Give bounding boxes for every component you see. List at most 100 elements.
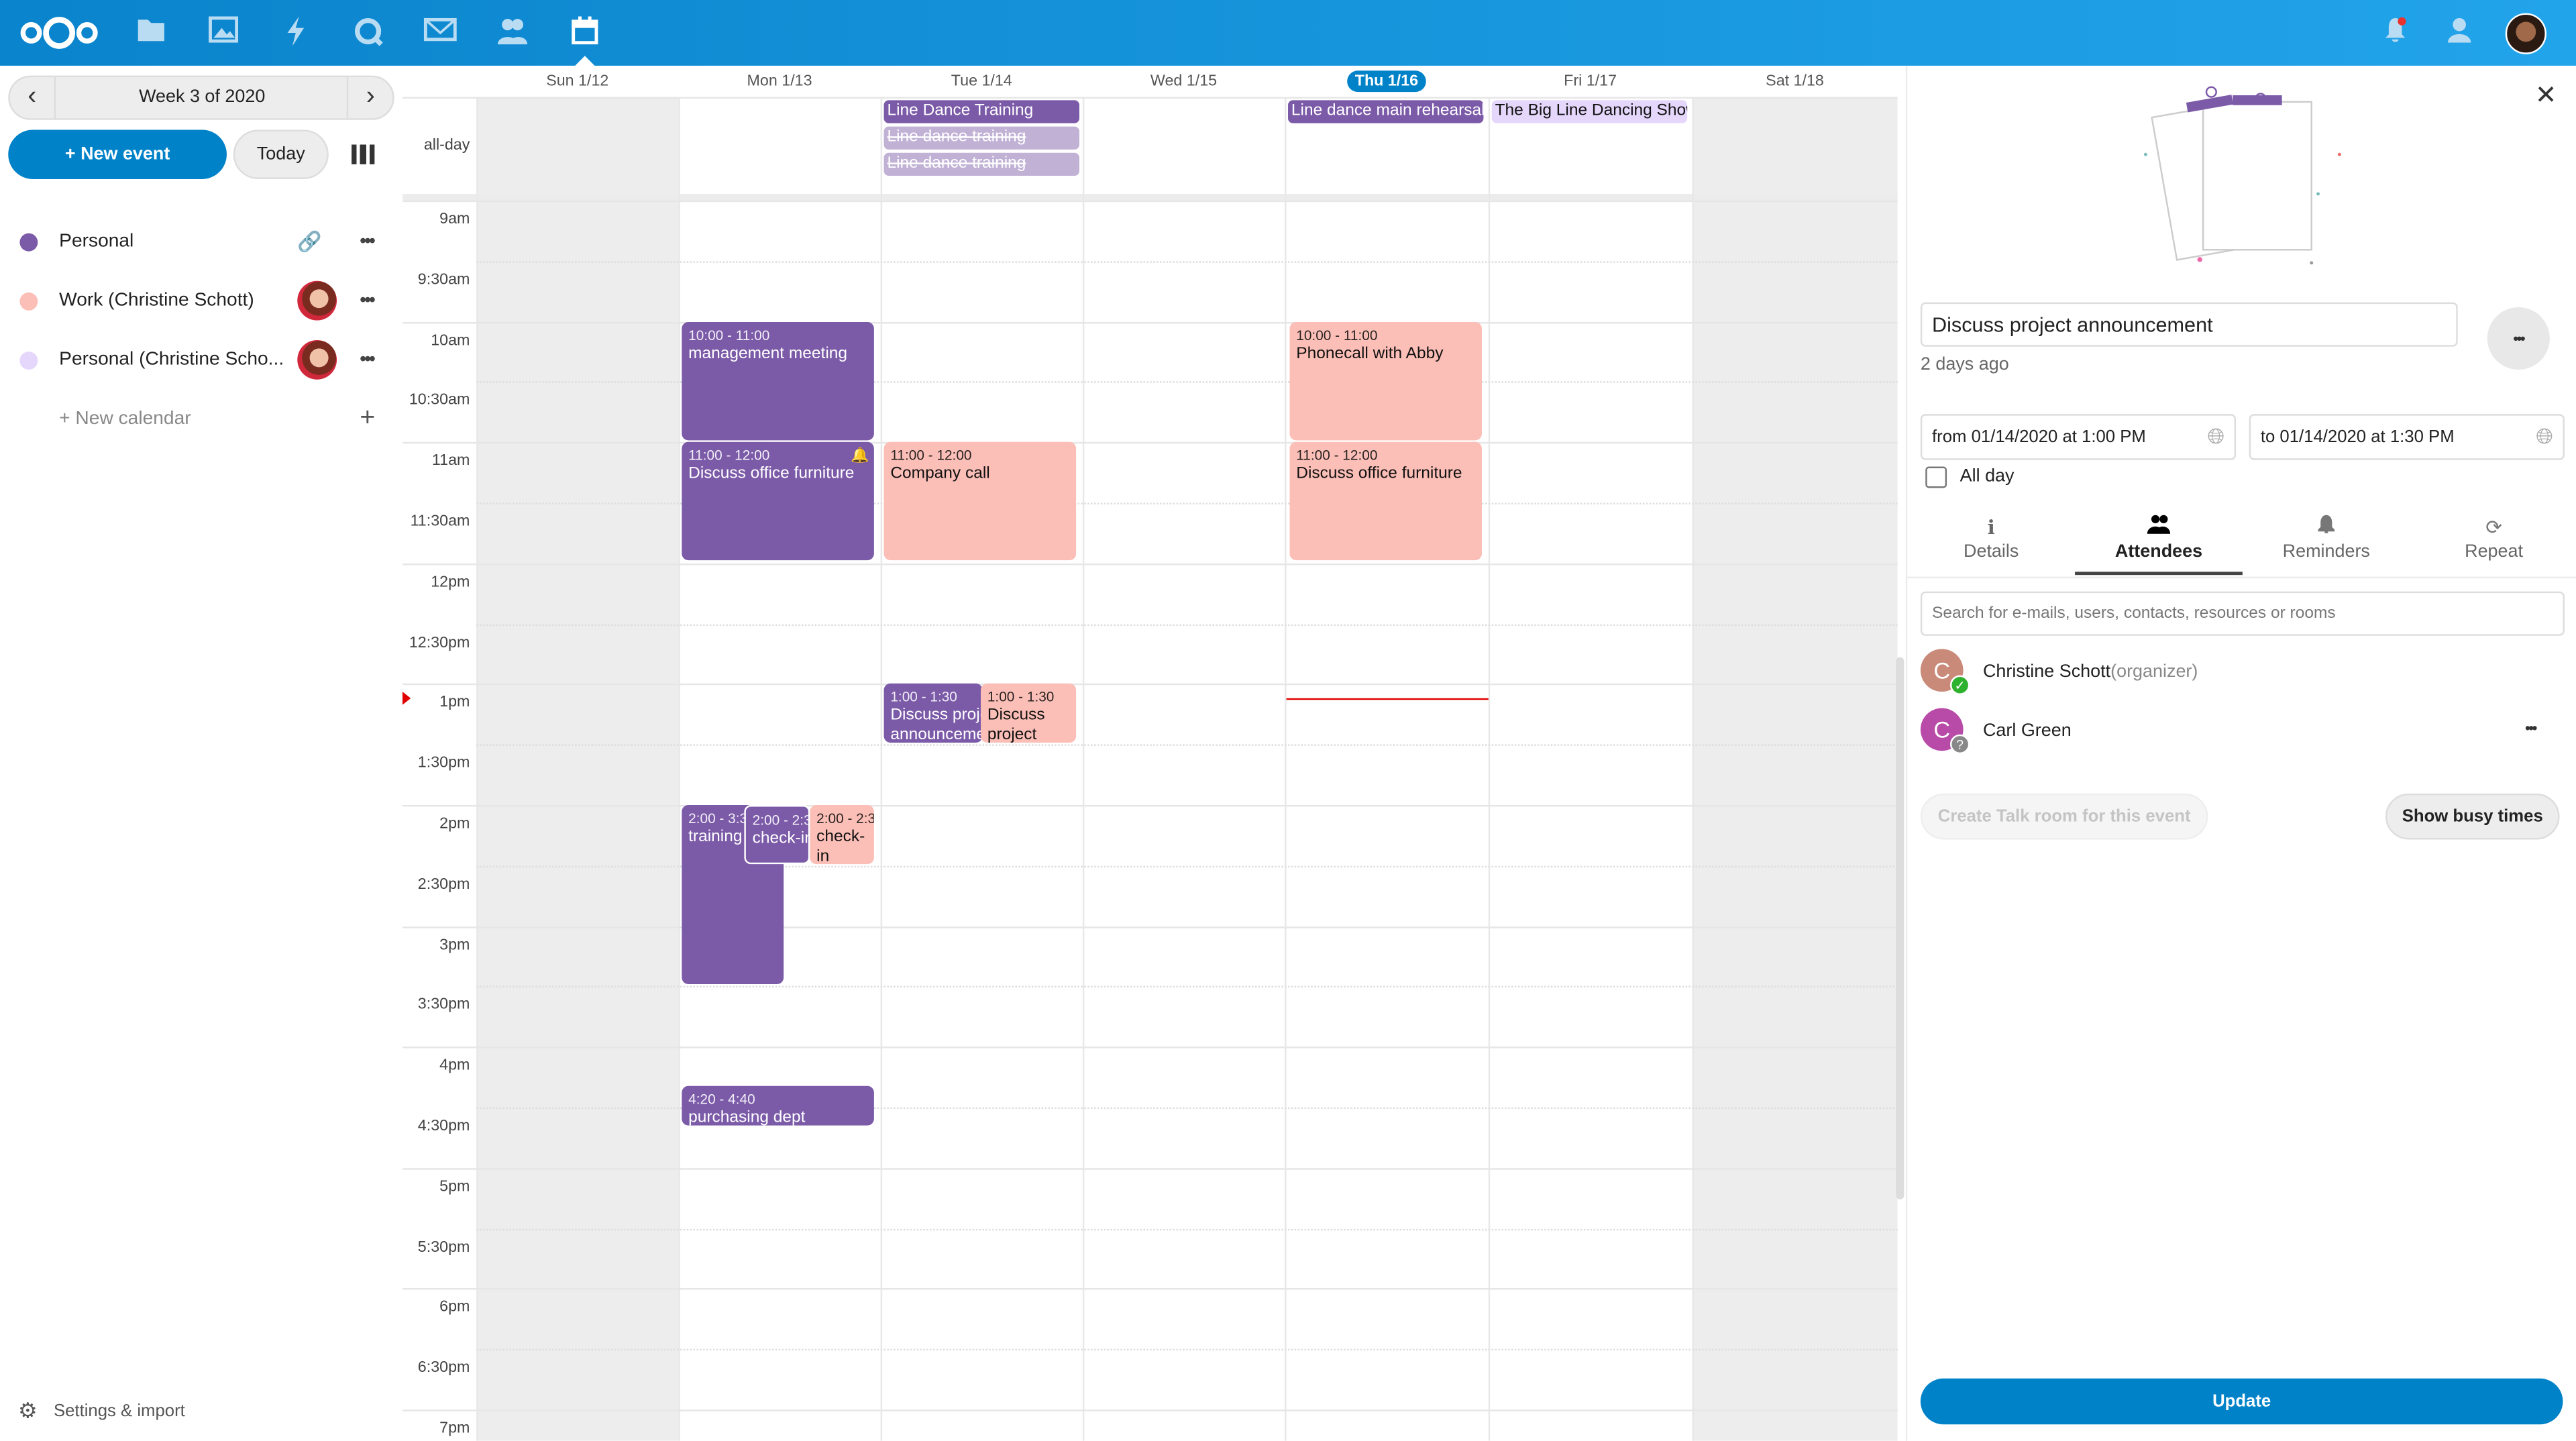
unknown-status-icon: ? (1949, 734, 1970, 755)
event-title-input[interactable]: Discuss project announcement (1920, 302, 2458, 347)
close-icon[interactable]: ✕ (2534, 82, 2557, 111)
more-actions-icon[interactable]: ••• (360, 231, 375, 252)
day-header[interactable]: Sat 1/18 (1692, 66, 1897, 97)
day-column[interactable] (678, 97, 680, 1441)
day-label: Fri 1/17 (1564, 72, 1617, 91)
all-day-event-cancelled[interactable]: Line dance training (883, 152, 1079, 176)
all-day-event[interactable]: Line dance main rehearsal (1288, 100, 1484, 123)
calendar-item-personal-shared[interactable]: Personal (Christine Scho... ••• (0, 330, 402, 389)
plus-icon[interactable]: + (360, 404, 376, 433)
event[interactable]: 11:00 - 12:00 Company call (883, 441, 1077, 561)
calendar-name: Personal (Christine Scho... (59, 350, 284, 370)
view-switcher-icon[interactable] (352, 144, 375, 164)
contacts-icon[interactable] (496, 16, 529, 49)
files-icon[interactable] (135, 16, 168, 49)
settings-button[interactable]: ⚙ Settings & import (18, 1398, 185, 1424)
day-header[interactable]: Tue 1/14 (881, 66, 1083, 97)
time-label: 5:30pm (417, 1238, 470, 1257)
more-actions-icon[interactable]: ••• (360, 290, 375, 311)
previous-week-button[interactable]: ‹ (10, 77, 56, 119)
calendar-name: Work (Christine Schott) (59, 290, 254, 311)
week-label[interactable]: Week 3 of 2020 (139, 87, 266, 107)
event[interactable]: 11:00 - 12:00 Discuss office furniture (1289, 441, 1482, 561)
day-column[interactable] (1082, 97, 1085, 1441)
calendar-color-dot[interactable] (19, 232, 38, 251)
tab-repeat[interactable]: ⟳ Repeat (2410, 513, 2576, 575)
all-day-event-cancelled[interactable]: Line dance training (883, 126, 1079, 150)
top-bar (0, 0, 2576, 66)
today-button[interactable]: Today (233, 129, 329, 179)
calendar-item-work[interactable]: Work (Christine Schott) ••• (0, 271, 402, 330)
day-column[interactable] (476, 97, 478, 1441)
end-date-input[interactable]: to 01/14/2020 at 1:30 PM 🌐︎ (2249, 414, 2565, 460)
timezone-globe-icon[interactable]: 🌐︎ (2536, 423, 2553, 449)
start-date-input[interactable]: from 01/14/2020 at 1:00 PM 🌐︎ (1920, 414, 2237, 460)
tab-reminders[interactable]: Reminders (2243, 513, 2410, 575)
day-label: Mon 1/13 (747, 72, 812, 91)
time-label: 3pm (439, 935, 470, 954)
time-label: 2pm (439, 814, 470, 833)
attendee-row: C ✓ Christine Schott(organizer) (1920, 649, 2561, 698)
event[interactable]: 10:00 - 11:00 Phonecall with Abby (1289, 322, 1482, 441)
event[interactable]: 2:00 - 2:30check-in (810, 805, 874, 865)
day-column[interactable] (1285, 97, 1287, 1441)
active-app-indicator (575, 56, 595, 66)
day-column[interactable] (1488, 97, 1491, 1441)
time-label: 2:30pm (417, 875, 470, 894)
more-actions-icon[interactable]: ••• (360, 350, 375, 370)
owner-avatar (297, 339, 337, 380)
time-label: 5pm (439, 1177, 470, 1196)
update-button[interactable]: Update (1920, 1378, 2563, 1425)
reminder-bell-icon: 🔔 (851, 447, 869, 464)
photos-icon[interactable] (207, 16, 240, 49)
all-day-checkbox[interactable] (1925, 466, 1947, 488)
app-navigation: ‹ Week 3 of 2020 › + New event Today Per… (0, 65, 403, 1441)
day-column[interactable] (880, 97, 883, 1441)
grid-line (476, 1228, 1898, 1230)
event[interactable]: 4:20 - 4:40 purchasing dept (682, 1085, 874, 1126)
talk-icon[interactable] (352, 16, 384, 49)
grid-line (476, 260, 1898, 263)
nextcloud-logo[interactable] (18, 15, 100, 51)
day-header[interactable]: Fri 1/17 (1489, 66, 1693, 97)
grid-line (402, 1409, 1898, 1411)
attendee-more-icon[interactable]: ••• (2525, 719, 2537, 737)
timezone-globe-icon[interactable]: 🌐︎ (2207, 423, 2224, 449)
day-header[interactable]: Mon 1/13 (678, 66, 880, 97)
time-label: 9:30am (417, 270, 470, 289)
gear-icon: ⚙ (17, 1398, 38, 1423)
day-column[interactable] (1692, 97, 1694, 1441)
share-link-icon[interactable]: 🔗 (297, 229, 322, 254)
week-grid: all-day 9am 9:30am 10am 10:30am 11am 11:30am 1… (402, 65, 1906, 1441)
tab-attendees[interactable]: Attendees (2075, 513, 2243, 576)
notifications-icon[interactable] (2379, 16, 2412, 49)
day-header[interactable]: Sun 1/12 (476, 66, 678, 97)
calendar-item-personal[interactable]: Personal 🔗 ••• (0, 212, 402, 271)
attendee-search-input[interactable]: Search for e-mails, users, contacts, res… (1920, 591, 2565, 636)
tab-details[interactable]: i Details (1907, 513, 2075, 575)
new-calendar-button[interactable]: + New calendar + (0, 389, 402, 448)
contacts-menu-icon[interactable] (2443, 16, 2476, 49)
create-talk-room-button[interactable]: Create Talk room for this event (1920, 793, 2208, 840)
scrollbar[interactable] (1896, 657, 1904, 1199)
calendar-color-dot[interactable] (19, 291, 38, 310)
user-avatar[interactable] (2505, 13, 2546, 54)
activity-icon[interactable] (279, 16, 312, 49)
day-header[interactable]: Wed 1/15 (1083, 66, 1285, 97)
event[interactable]: 11:00 - 12:00 Discuss office furniture 🔔 (682, 441, 874, 561)
current-time-line (1286, 698, 1489, 700)
mail-icon[interactable] (423, 16, 457, 49)
all-day-event[interactable]: The Big Line Dancing Show (1491, 100, 1688, 123)
show-busy-times-button[interactable]: Show busy times (2385, 793, 2560, 840)
next-week-button[interactable]: › (346, 77, 393, 119)
all-day-event[interactable]: Line Dance Training (883, 100, 1079, 123)
calendar-color-dot[interactable] (19, 350, 38, 369)
event[interactable]: 2:00 - 2:30check-in (744, 805, 810, 865)
calendar-icon[interactable] (568, 16, 601, 49)
day-header[interactable]: Thu 1/16 (1285, 66, 1489, 97)
event[interactable]: 1:00 - 1:30 Discuss project (981, 683, 1077, 743)
event[interactable]: 10:00 - 11:00 management meeting (682, 322, 874, 441)
more-actions-button[interactable]: ••• (2487, 307, 2550, 370)
new-event-button[interactable]: + New event (8, 129, 227, 179)
